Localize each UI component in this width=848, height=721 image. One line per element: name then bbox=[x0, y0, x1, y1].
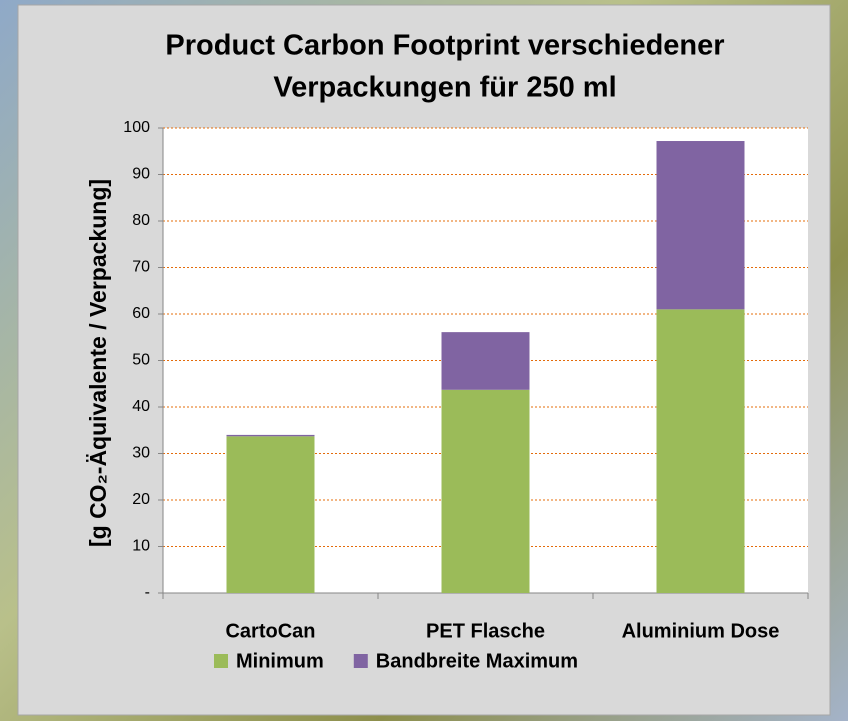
y-tick-label: 60 bbox=[132, 305, 150, 322]
y-tick-label: 10 bbox=[132, 538, 150, 555]
y-tick-label: 30 bbox=[132, 445, 150, 462]
x-tick-label: CartoCan bbox=[225, 620, 315, 642]
x-tick-label: PET Flasche bbox=[426, 620, 545, 642]
legend-swatch bbox=[214, 654, 228, 668]
x-tick-label: Aluminium Dose bbox=[622, 620, 780, 642]
bar-segment bbox=[227, 436, 315, 593]
bar-segment bbox=[657, 309, 745, 593]
legend-label: Bandbreite Maximum bbox=[376, 650, 578, 672]
y-tick-label: 50 bbox=[132, 352, 150, 369]
page: Product Carbon Footprint verschiedener V… bbox=[0, 0, 848, 721]
chart-title: Verpackungen für 250 ml bbox=[273, 72, 616, 104]
y-axis-label: [g CO₂-Äquivalente / Verpackung] bbox=[85, 179, 111, 547]
legend-label: Minimum bbox=[236, 650, 324, 672]
y-tick-label: 90 bbox=[132, 166, 150, 183]
y-tick-label: 20 bbox=[132, 491, 150, 508]
chart: Product Carbon Footprint verschiedener V… bbox=[0, 0, 848, 721]
bar-segment bbox=[442, 332, 530, 390]
bar-segment bbox=[442, 390, 530, 593]
bar-segment bbox=[657, 141, 745, 309]
legend-swatch bbox=[354, 654, 368, 668]
bar-segment bbox=[227, 435, 315, 436]
y-tick-label: 100 bbox=[123, 119, 150, 136]
y-tick-label: 40 bbox=[132, 398, 150, 415]
y-tick-label: 70 bbox=[132, 259, 150, 276]
y-tick-label: - bbox=[145, 584, 150, 601]
y-tick-label: 80 bbox=[132, 212, 150, 229]
chart-title: Product Carbon Footprint verschiedener bbox=[165, 30, 724, 62]
